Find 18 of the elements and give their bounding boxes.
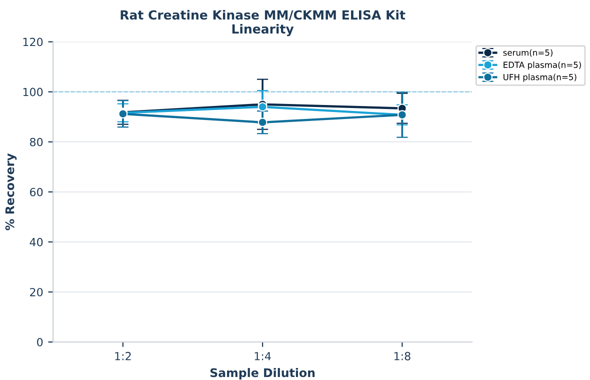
legend-label: EDTA plasma(n=5)	[504, 62, 581, 70]
y-tick-label: 100	[23, 88, 43, 96]
y-tick-label: 0	[37, 338, 43, 346]
y-tick-label: 20	[30, 288, 43, 296]
point	[258, 102, 268, 112]
y-tick-label: 40	[30, 238, 43, 246]
y-tick-label: 120	[23, 38, 43, 46]
point	[258, 118, 268, 128]
y-tick-label: 80	[30, 138, 43, 146]
y-tick-label: 60	[30, 188, 43, 196]
x-tick-label: 1:8	[394, 352, 410, 360]
chart-title: Rat Creatine Kinase MM/CKMM ELISA Kit Linearity	[120, 10, 406, 36]
y-axis-title: % Recovery	[5, 153, 17, 230]
x-tick-label: 1:4	[254, 352, 271, 360]
legend-label: serum(n=5)	[503, 49, 552, 57]
legend-label: UFH plasma(n=5)	[504, 74, 576, 82]
x-axis-title: Sample Dilution	[210, 368, 315, 380]
x-tick-label: 1:2	[115, 352, 131, 360]
